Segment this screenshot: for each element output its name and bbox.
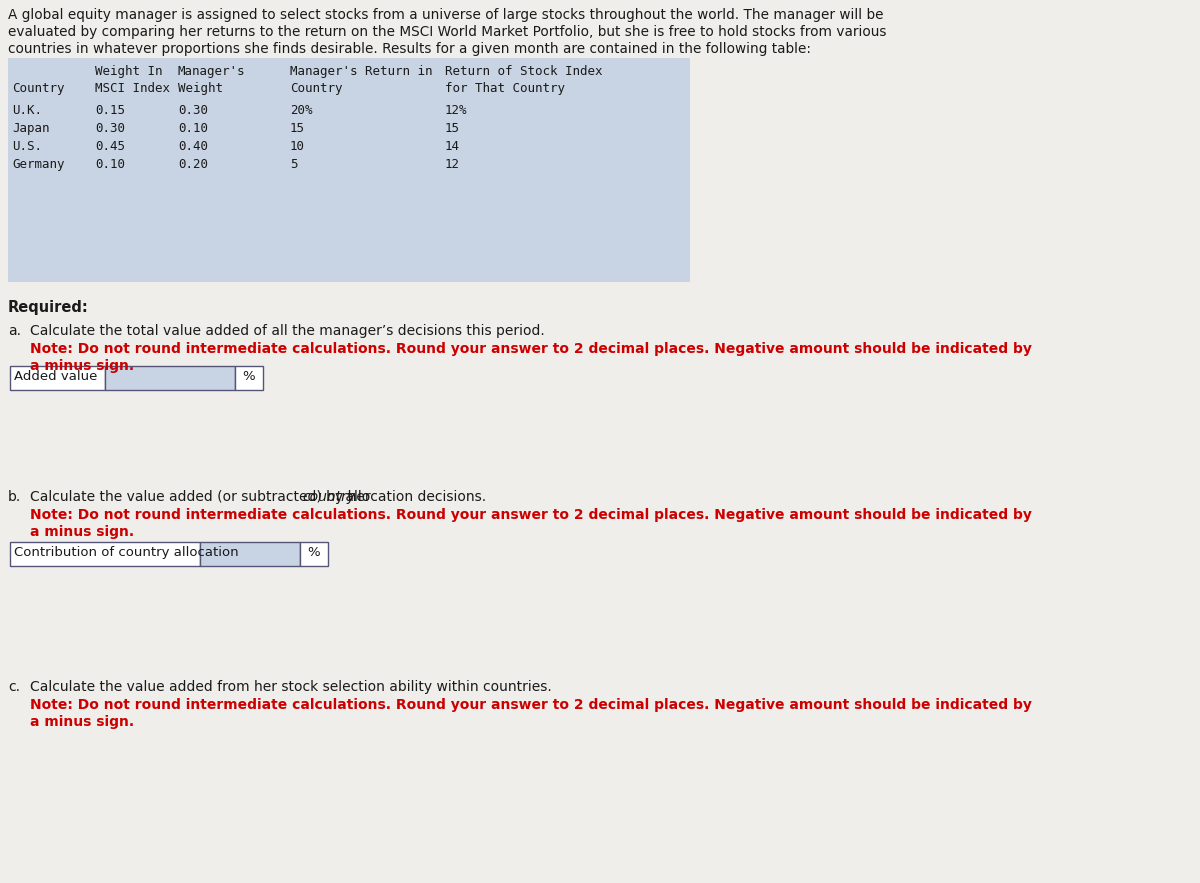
Text: U.S.: U.S. [12, 140, 42, 153]
Text: 0.20: 0.20 [178, 158, 208, 171]
Text: 15: 15 [290, 122, 305, 135]
Text: for That Country: for That Country [445, 82, 565, 95]
Text: Added value: Added value [14, 370, 97, 383]
Text: a.: a. [8, 324, 22, 338]
Text: Calculate the value added (or subtracted) by her: Calculate the value added (or subtracted… [30, 490, 374, 504]
Text: b.: b. [8, 490, 22, 504]
Text: Country: Country [12, 82, 65, 95]
Text: Japan: Japan [12, 122, 49, 135]
Text: Contribution of country allocation: Contribution of country allocation [14, 546, 239, 559]
Text: a minus sign.: a minus sign. [30, 525, 134, 539]
Text: A global equity manager is assigned to select stocks from a universe of large st: A global equity manager is assigned to s… [8, 8, 883, 22]
Text: Return of Stock Index: Return of Stock Index [445, 65, 602, 78]
Text: 14: 14 [445, 140, 460, 153]
Text: 12: 12 [445, 158, 460, 171]
Text: Manager's: Manager's [178, 65, 246, 78]
Text: evaluated by comparing her returns to the return on the MSCI World Market Portfo: evaluated by comparing her returns to th… [8, 25, 887, 39]
Text: 5: 5 [290, 158, 298, 171]
Text: 0.40: 0.40 [178, 140, 208, 153]
Text: Calculate the value added from her stock selection ability within countries.: Calculate the value added from her stock… [30, 680, 552, 694]
Text: %: % [242, 370, 254, 383]
Text: 0.30: 0.30 [178, 104, 208, 117]
Bar [10, 542, 200, 566]
Text: country: country [302, 490, 355, 504]
Text: 0.10: 0.10 [178, 122, 208, 135]
Text: 15: 15 [445, 122, 460, 135]
Text: a minus sign.: a minus sign. [30, 715, 134, 729]
Bar [106, 366, 235, 390]
Text: 0.15: 0.15 [95, 104, 125, 117]
Text: 0.30: 0.30 [95, 122, 125, 135]
Text: Note: Do not round intermediate calculations. Round your answer to 2 decimal pla: Note: Do not round intermediate calculat… [30, 342, 1032, 356]
Text: MSCI Index: MSCI Index [95, 82, 170, 95]
Text: %: % [307, 546, 319, 559]
Text: Calculate the total value added of all the manager’s decisions this period.: Calculate the total value added of all t… [30, 324, 545, 338]
Text: Required:: Required: [8, 300, 89, 315]
Bar [300, 542, 328, 566]
Text: 0.10: 0.10 [95, 158, 125, 171]
Text: a minus sign.: a minus sign. [30, 359, 134, 373]
Text: 20%: 20% [290, 104, 312, 117]
Text: U.K.: U.K. [12, 104, 42, 117]
Text: c.: c. [8, 680, 20, 694]
Text: Germany: Germany [12, 158, 65, 171]
Bar [235, 366, 263, 390]
Text: 10: 10 [290, 140, 305, 153]
Bar [10, 366, 106, 390]
Text: Country: Country [290, 82, 342, 95]
Text: 0.45: 0.45 [95, 140, 125, 153]
Text: 12%: 12% [445, 104, 468, 117]
Bar [8, 58, 690, 282]
Bar [200, 542, 300, 566]
Text: allocation decisions.: allocation decisions. [341, 490, 486, 504]
Text: Note: Do not round intermediate calculations. Round your answer to 2 decimal pla: Note: Do not round intermediate calculat… [30, 508, 1032, 522]
Text: Note: Do not round intermediate calculations. Round your answer to 2 decimal pla: Note: Do not round intermediate calculat… [30, 698, 1032, 712]
Text: countries in whatever proportions she finds desirable. Results for a given month: countries in whatever proportions she fi… [8, 42, 811, 56]
Text: Manager's Return in: Manager's Return in [290, 65, 432, 78]
Text: Weight: Weight [178, 82, 223, 95]
Text: Weight In: Weight In [95, 65, 162, 78]
